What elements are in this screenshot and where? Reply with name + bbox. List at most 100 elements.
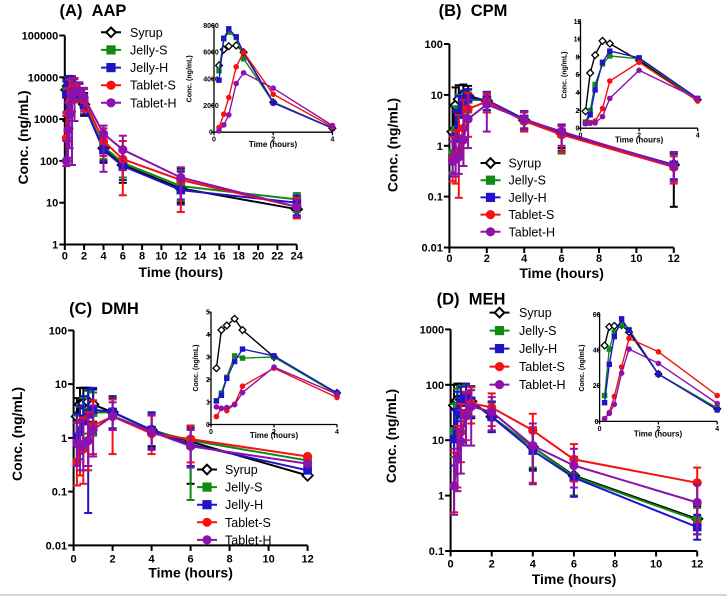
svg-text:10: 10 bbox=[432, 435, 444, 447]
svg-text:0: 0 bbox=[448, 559, 454, 571]
svg-text:2: 2 bbox=[271, 137, 275, 144]
svg-text:Jelly-S: Jelly-S bbox=[519, 324, 557, 338]
svg-text:60: 60 bbox=[593, 312, 601, 319]
svg-text:22: 22 bbox=[271, 251, 283, 263]
svg-text:24: 24 bbox=[291, 251, 304, 263]
svg-text:100000: 100000 bbox=[22, 31, 59, 43]
svg-text:8: 8 bbox=[139, 251, 145, 263]
svg-text:Tablet-H: Tablet-H bbox=[225, 533, 272, 547]
svg-text:100: 100 bbox=[49, 325, 67, 337]
svg-text:Jelly-S: Jelly-S bbox=[130, 43, 168, 57]
svg-text:100: 100 bbox=[426, 380, 444, 392]
svg-text:18: 18 bbox=[233, 251, 245, 263]
svg-text:0: 0 bbox=[209, 429, 213, 436]
svg-text:12: 12 bbox=[691, 559, 703, 571]
svg-text:Conc. (ng/mL): Conc. (ng/mL) bbox=[579, 344, 586, 391]
svg-text:Jelly-S: Jelly-S bbox=[225, 481, 263, 495]
svg-text:12: 12 bbox=[668, 253, 680, 265]
svg-text:4: 4 bbox=[521, 253, 528, 265]
svg-text:2: 2 bbox=[576, 108, 580, 115]
svg-text:Syrup: Syrup bbox=[225, 463, 258, 477]
svg-text:10: 10 bbox=[574, 37, 582, 44]
svg-text:10: 10 bbox=[262, 553, 274, 565]
svg-text:4: 4 bbox=[530, 559, 537, 571]
svg-text:Conc. (ng/mL): Conc. (ng/mL) bbox=[187, 55, 194, 102]
svg-text:0: 0 bbox=[576, 126, 580, 133]
svg-text:(D) MEH: (D) MEH bbox=[437, 291, 506, 309]
svg-text:12: 12 bbox=[301, 553, 313, 565]
svg-text:10: 10 bbox=[630, 253, 642, 265]
svg-text:6000: 6000 bbox=[203, 50, 219, 57]
svg-text:16: 16 bbox=[213, 251, 225, 263]
svg-text:1: 1 bbox=[438, 491, 444, 503]
svg-text:6: 6 bbox=[188, 553, 194, 565]
svg-text:20: 20 bbox=[252, 251, 264, 263]
svg-text:2: 2 bbox=[656, 426, 660, 433]
svg-text:3: 3 bbox=[206, 355, 210, 362]
svg-text:2: 2 bbox=[206, 377, 210, 384]
svg-text:8: 8 bbox=[576, 54, 580, 61]
svg-text:Syrup: Syrup bbox=[519, 306, 552, 320]
svg-text:0.1: 0.1 bbox=[52, 487, 67, 499]
svg-text:14: 14 bbox=[194, 251, 207, 263]
svg-text:2000: 2000 bbox=[203, 103, 219, 110]
svg-text:4: 4 bbox=[576, 90, 580, 97]
svg-text:2: 2 bbox=[489, 559, 495, 571]
svg-text:Time (hours): Time (hours) bbox=[139, 264, 224, 280]
svg-text:Conc. (ng/mL): Conc. (ng/mL) bbox=[383, 389, 399, 483]
svg-text:10: 10 bbox=[431, 90, 443, 102]
svg-text:10: 10 bbox=[650, 559, 662, 571]
svg-text:(C) DMH: (C) DMH bbox=[69, 300, 139, 318]
svg-text:40: 40 bbox=[593, 348, 601, 355]
svg-text:0: 0 bbox=[579, 133, 583, 140]
svg-text:Syrup: Syrup bbox=[130, 26, 163, 40]
svg-text:Time (hours): Time (hours) bbox=[634, 429, 683, 438]
svg-text:6: 6 bbox=[559, 253, 565, 265]
svg-text:Conc. (ng/mL): Conc. (ng/mL) bbox=[193, 344, 200, 391]
svg-text:Syrup: Syrup bbox=[509, 157, 542, 171]
svg-text:100: 100 bbox=[40, 156, 58, 168]
svg-text:0: 0 bbox=[598, 426, 602, 433]
svg-text:0.1: 0.1 bbox=[429, 546, 444, 558]
svg-text:2: 2 bbox=[637, 133, 641, 140]
svg-text:10: 10 bbox=[55, 379, 67, 391]
svg-text:1: 1 bbox=[437, 141, 443, 153]
svg-text:Tablet-S: Tablet-S bbox=[225, 516, 271, 530]
svg-text:Conc. (ng/mL): Conc. (ng/mL) bbox=[562, 51, 569, 98]
svg-text:10000: 10000 bbox=[28, 72, 59, 84]
svg-text:6: 6 bbox=[576, 72, 580, 79]
svg-text:Time (hours): Time (hours) bbox=[148, 564, 233, 580]
svg-text:20: 20 bbox=[593, 383, 601, 390]
svg-text:Jelly-H: Jelly-H bbox=[225, 498, 263, 512]
svg-text:0: 0 bbox=[71, 553, 77, 565]
svg-text:0: 0 bbox=[62, 251, 68, 263]
svg-text:1000: 1000 bbox=[420, 324, 444, 336]
svg-text:Conc. (ng/mL): Conc. (ng/mL) bbox=[385, 98, 401, 192]
svg-text:(B) CPM: (B) CPM bbox=[439, 2, 508, 20]
svg-text:4: 4 bbox=[100, 251, 107, 263]
svg-text:0: 0 bbox=[209, 130, 213, 137]
svg-text:4: 4 bbox=[206, 332, 210, 339]
svg-text:Tablet-H: Tablet-H bbox=[509, 225, 556, 239]
svg-text:4000: 4000 bbox=[203, 76, 219, 83]
svg-text:0.1: 0.1 bbox=[428, 192, 443, 204]
svg-text:Conc. (ng/mL): Conc. (ng/mL) bbox=[9, 387, 25, 481]
svg-text:12: 12 bbox=[175, 251, 187, 263]
svg-text:0.01: 0.01 bbox=[46, 540, 67, 552]
svg-text:(A) AAP: (A) AAP bbox=[60, 2, 127, 20]
svg-text:4: 4 bbox=[715, 426, 719, 433]
svg-text:0: 0 bbox=[212, 137, 216, 144]
svg-text:4: 4 bbox=[335, 429, 339, 436]
svg-text:Jelly-H: Jelly-H bbox=[130, 61, 168, 75]
svg-text:Tablet-S: Tablet-S bbox=[509, 208, 555, 222]
svg-text:0: 0 bbox=[446, 253, 452, 265]
svg-text:6: 6 bbox=[120, 251, 126, 263]
svg-text:8: 8 bbox=[612, 559, 618, 571]
svg-text:4: 4 bbox=[696, 133, 700, 140]
svg-text:Tablet-S: Tablet-S bbox=[130, 79, 176, 93]
svg-text:Conc. (ng/mL): Conc. (ng/mL) bbox=[15, 90, 31, 184]
svg-text:4: 4 bbox=[149, 553, 156, 565]
svg-text:8: 8 bbox=[596, 253, 602, 265]
svg-text:2: 2 bbox=[272, 429, 276, 436]
svg-text:6: 6 bbox=[571, 559, 577, 571]
